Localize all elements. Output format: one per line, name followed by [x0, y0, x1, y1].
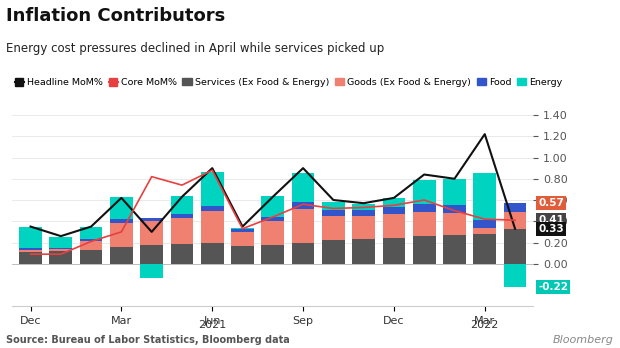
Bar: [110, 223, 133, 247]
Bar: [170, 214, 193, 218]
Bar: [383, 238, 405, 264]
Bar: [474, 228, 496, 234]
Bar: [262, 217, 284, 221]
Bar: [50, 249, 72, 251]
Bar: [322, 240, 345, 264]
Bar: [231, 232, 254, 246]
Bar: [231, 228, 254, 229]
Bar: [50, 248, 72, 249]
Bar: [19, 248, 42, 250]
Bar: [201, 211, 224, 243]
Bar: [262, 196, 284, 217]
Bar: [80, 242, 102, 250]
Bar: [80, 250, 102, 264]
Bar: [262, 221, 284, 245]
Bar: [231, 229, 254, 232]
Bar: [474, 234, 496, 264]
Bar: [443, 213, 466, 235]
Bar: [110, 247, 133, 264]
Bar: [292, 208, 314, 243]
Bar: [352, 209, 375, 216]
Bar: [231, 246, 254, 264]
Bar: [292, 202, 314, 208]
Bar: [322, 209, 345, 216]
Bar: [19, 250, 42, 252]
Bar: [413, 204, 435, 212]
Bar: [413, 236, 435, 264]
Bar: [170, 244, 193, 264]
Bar: [503, 264, 526, 287]
Bar: [110, 219, 133, 223]
Text: 2021: 2021: [198, 320, 226, 330]
Bar: [383, 198, 405, 207]
Bar: [140, 218, 163, 221]
Bar: [170, 218, 193, 244]
Text: Inflation Contributors: Inflation Contributors: [6, 7, 226, 25]
Bar: [201, 206, 224, 211]
Bar: [50, 251, 72, 264]
Bar: [201, 172, 224, 206]
Bar: [352, 239, 375, 264]
Bar: [170, 196, 193, 214]
Text: Energy cost pressures declined in April while services picked up: Energy cost pressures declined in April …: [6, 42, 384, 55]
Text: 0.41: 0.41: [538, 215, 564, 225]
Bar: [322, 216, 345, 240]
Text: Source: Bureau of Labor Statistics, Bloomberg data: Source: Bureau of Labor Statistics, Bloo…: [6, 334, 290, 345]
Bar: [413, 180, 435, 204]
Bar: [443, 179, 466, 205]
Bar: [413, 212, 435, 236]
Bar: [474, 173, 496, 220]
Bar: [503, 212, 526, 229]
Legend: Headline MoM%, Core MoM%, Services (Ex Food & Energy), Goods (Ex Food & Energy),: Headline MoM%, Core MoM%, Services (Ex F…: [11, 74, 566, 91]
Bar: [110, 197, 133, 219]
Bar: [80, 227, 102, 239]
Bar: [474, 220, 496, 228]
Bar: [19, 227, 42, 248]
Bar: [140, 264, 163, 278]
Bar: [503, 203, 526, 212]
Bar: [292, 243, 314, 264]
Bar: [140, 221, 163, 245]
Bar: [19, 252, 42, 264]
Bar: [352, 216, 375, 239]
Bar: [292, 173, 314, 202]
Bar: [322, 202, 345, 209]
Bar: [383, 207, 405, 214]
Text: 0.57: 0.57: [538, 198, 564, 208]
Bar: [50, 237, 72, 248]
Text: Bloomberg: Bloomberg: [553, 334, 614, 345]
Bar: [201, 243, 224, 264]
Bar: [383, 214, 405, 238]
Bar: [503, 229, 526, 264]
Bar: [443, 205, 466, 213]
Text: -0.22: -0.22: [538, 282, 569, 292]
Bar: [80, 239, 102, 242]
Text: 0.33: 0.33: [538, 224, 564, 234]
Bar: [443, 235, 466, 264]
Bar: [140, 245, 163, 264]
Bar: [262, 245, 284, 264]
Text: 2022: 2022: [471, 320, 499, 330]
Bar: [352, 204, 375, 209]
